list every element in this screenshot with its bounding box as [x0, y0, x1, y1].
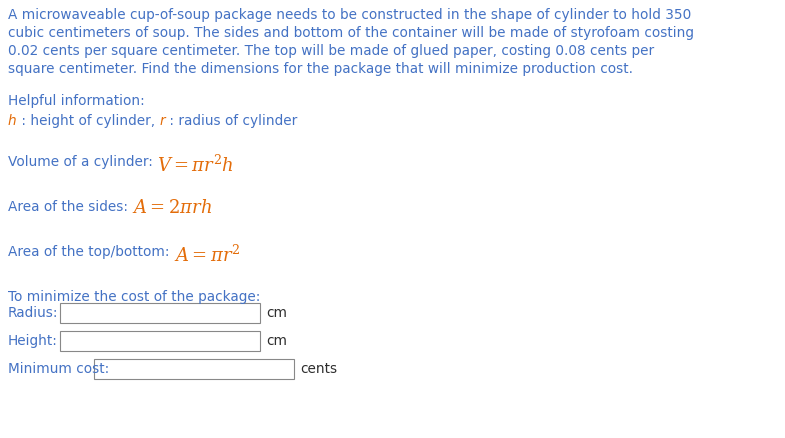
Text: 0.02 cents per square centimeter. The top will be made of glued paper, costing 0: 0.02 cents per square centimeter. The to… [8, 44, 654, 58]
Text: Area of the sides:: Area of the sides: [8, 201, 133, 214]
Text: : radius of cylinder: : radius of cylinder [165, 114, 297, 128]
Text: Volume of a cylinder:: Volume of a cylinder: [8, 155, 157, 170]
Text: $A = \pi r^2$: $A = \pi r^2$ [173, 244, 240, 265]
Text: cm: cm [266, 306, 287, 320]
Text: Helpful information:: Helpful information: [8, 94, 144, 108]
Text: square centimeter. Find the dimensions for the package that will minimize produc: square centimeter. Find the dimensions f… [8, 62, 633, 76]
Text: cm: cm [266, 334, 287, 348]
Text: cubic centimeters of soup. The sides and bottom of the container will be made of: cubic centimeters of soup. The sides and… [8, 26, 694, 40]
Text: To minimize the cost of the package:: To minimize the cost of the package: [8, 290, 261, 304]
Text: h: h [8, 114, 16, 128]
Text: : height of cylinder,: : height of cylinder, [16, 114, 159, 128]
Text: r: r [159, 114, 165, 128]
Text: Area of the top/bottom:: Area of the top/bottom: [8, 245, 173, 259]
Text: Minimum cost:: Minimum cost: [8, 362, 109, 376]
Text: cents: cents [300, 362, 337, 376]
Text: Radius:: Radius: [8, 306, 59, 320]
Text: A microwaveable cup-of-soup package needs to be constructed in the shape of cyli: A microwaveable cup-of-soup package need… [8, 8, 692, 22]
Text: $A = 2\pi r h$: $A = 2\pi r h$ [133, 199, 213, 217]
Text: $V = \pi r^2 h$: $V = \pi r^2 h$ [157, 155, 234, 176]
Text: Height:: Height: [8, 334, 58, 348]
